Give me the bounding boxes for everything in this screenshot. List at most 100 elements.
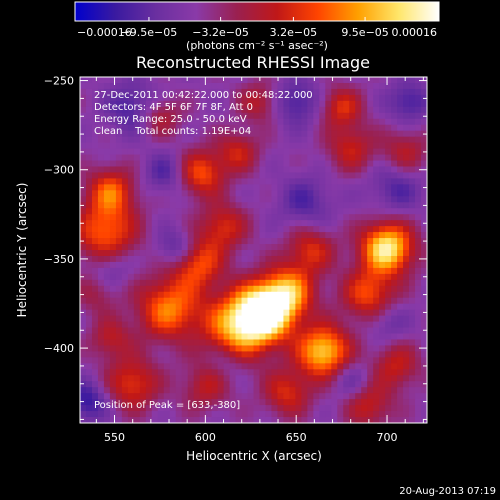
heatmap-cell — [415, 267, 422, 275]
heatmap-cell — [85, 261, 93, 269]
heatmap-cell — [127, 160, 135, 168]
heatmap-cell — [139, 160, 147, 168]
heatmap-cell — [163, 130, 171, 138]
heatmap-cell — [385, 232, 392, 239]
heatmap-cell — [361, 255, 368, 263]
heatmap-cell — [313, 399, 320, 406]
heatmap-cell — [91, 267, 99, 275]
heatmap-cell — [313, 100, 320, 108]
heatmap-cell — [97, 285, 105, 293]
heatmap-cell — [415, 345, 422, 353]
heatmap-cell — [301, 399, 308, 406]
heatmap-cell — [337, 190, 344, 197]
heatmap-cell — [391, 297, 398, 305]
heatmap-cell — [349, 297, 356, 305]
heatmap-cell — [253, 339, 261, 347]
heatmap-cell — [385, 405, 392, 412]
heatmap-cell — [139, 196, 147, 203]
heatmap-cell — [205, 339, 213, 347]
heatmap-cell — [349, 351, 356, 358]
heatmap-cell — [397, 250, 404, 257]
heatmap-cell — [115, 77, 123, 84]
heatmap-cell — [139, 226, 147, 233]
heatmap-cell — [403, 130, 410, 138]
heatmap-cell — [247, 285, 255, 293]
heatmap-cell — [85, 118, 93, 126]
heatmap-cell — [85, 279, 93, 287]
heatmap-cell — [235, 279, 243, 287]
heatmap-cell — [367, 184, 374, 191]
heatmap-cell — [421, 244, 427, 251]
heatmap-cell — [331, 190, 338, 197]
heatmap-cell — [385, 154, 392, 162]
heatmap-cell — [211, 88, 219, 96]
heatmap-cell — [373, 196, 380, 203]
heatmap-cell — [127, 124, 135, 132]
heatmap-cell — [139, 375, 147, 382]
heatmap-cell — [115, 154, 123, 162]
heatmap-cell — [355, 238, 362, 245]
heatmap-cell — [151, 118, 159, 126]
heatmap-cell — [283, 106, 290, 114]
heatmap-cell — [301, 291, 308, 299]
heatmap-cell — [367, 220, 374, 227]
heatmap-cell — [133, 238, 141, 245]
heatmap-cell — [283, 363, 290, 370]
heatmap-cell — [145, 363, 153, 370]
heatmap-cell — [91, 339, 99, 347]
heatmap-cell — [313, 417, 320, 423]
heatmap-cell — [355, 94, 362, 102]
heatmap-cell — [121, 405, 129, 412]
heatmap-cell — [259, 82, 267, 90]
heatmap-cell — [205, 417, 213, 423]
heatmap-cell — [121, 124, 129, 132]
heatmap-cell — [80, 208, 87, 215]
heatmap-cell — [355, 118, 362, 126]
heatmap-cell — [373, 226, 380, 233]
heatmap-cell — [391, 273, 398, 281]
heatmap-cell — [325, 291, 332, 299]
heatmap-cell — [313, 303, 320, 311]
heatmap-cell — [283, 285, 290, 293]
heatmap-cell — [235, 130, 243, 138]
heatmap-cell — [355, 309, 362, 317]
heatmap-cell — [367, 160, 374, 168]
heatmap-cell — [421, 309, 427, 317]
heatmap-cell — [403, 250, 410, 257]
heatmap-cell — [157, 405, 165, 412]
heatmap-cell — [85, 309, 93, 317]
heatmap-cell — [163, 279, 171, 287]
heatmap-cell — [163, 261, 171, 269]
heatmap-cell — [373, 369, 380, 376]
heatmap-cell — [391, 267, 398, 275]
heatmap-cell — [235, 178, 243, 185]
heatmap-cell — [295, 405, 302, 412]
heatmap-cell — [115, 309, 123, 317]
heatmap-cell — [217, 411, 225, 418]
heatmap-cell — [115, 184, 123, 191]
heatmap-cell — [115, 208, 123, 215]
heatmap-cell — [361, 315, 368, 323]
heatmap-cell — [139, 100, 147, 108]
heatmap-cell — [265, 166, 273, 174]
heatmap-cell — [127, 208, 135, 215]
heatmap-cell — [391, 309, 398, 317]
heatmap-cell — [349, 196, 356, 203]
heatmap-cell — [121, 154, 129, 162]
heatmap-cell — [217, 166, 225, 174]
heatmap-cell — [187, 309, 195, 317]
heatmap-cell — [379, 172, 386, 180]
heatmap-cell — [199, 232, 207, 239]
heatmap-cell — [409, 94, 416, 102]
heatmap-cell — [295, 118, 302, 126]
heatmap-cell — [403, 357, 410, 364]
heatmap-cell — [301, 190, 308, 197]
heatmap-cell — [271, 411, 279, 418]
heatmap-cell — [337, 82, 344, 90]
heatmap-cell — [145, 261, 153, 269]
heatmap-cell — [301, 82, 308, 90]
heatmap-cell — [325, 130, 332, 138]
heatmap-cell — [409, 405, 416, 412]
heatmap-cell — [133, 309, 141, 317]
heatmap-cell — [361, 381, 368, 388]
